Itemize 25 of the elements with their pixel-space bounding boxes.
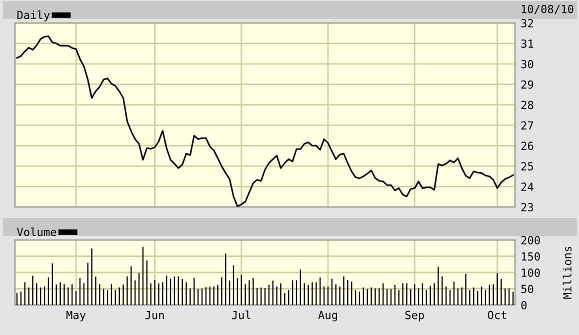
y-tick-label: 100 [522, 268, 540, 277]
y-tick-label: 31 [521, 39, 534, 48]
y-tick-label: 200 [521, 236, 540, 244]
y-tick-label: 29 [521, 80, 534, 89]
y-tick-label: 32 [521, 19, 533, 28]
x-tick-label: Sep [405, 310, 424, 322]
y-tick-label: 27 [521, 121, 534, 130]
legend-label: Volume [16, 228, 56, 236]
x-tick-label: Oct [488, 310, 506, 320]
x-tick-label: May [66, 310, 86, 322]
y-tick-label: 26 [521, 142, 534, 150]
y-axis-title: Millions [562, 246, 572, 299]
text: 10/08/10 [522, 4, 574, 14]
y-tick-label: 25 [521, 162, 534, 171]
y-tick-label: 24 [521, 182, 534, 191]
x-tick-label: Jul [232, 310, 250, 320]
x-tick-label: Jun [145, 310, 164, 320]
legend-label: Daily [17, 10, 50, 22]
x-tick-label: Aug [318, 310, 337, 322]
y-tick-label: 28 [521, 100, 534, 110]
y-tick-label: 23 [521, 203, 534, 212]
y-tick-label: 150 [522, 252, 540, 261]
y-tick-label: 0 [521, 301, 527, 310]
y-tick-label: 50 [521, 284, 534, 294]
y-tick-label: 30 [521, 60, 534, 68]
